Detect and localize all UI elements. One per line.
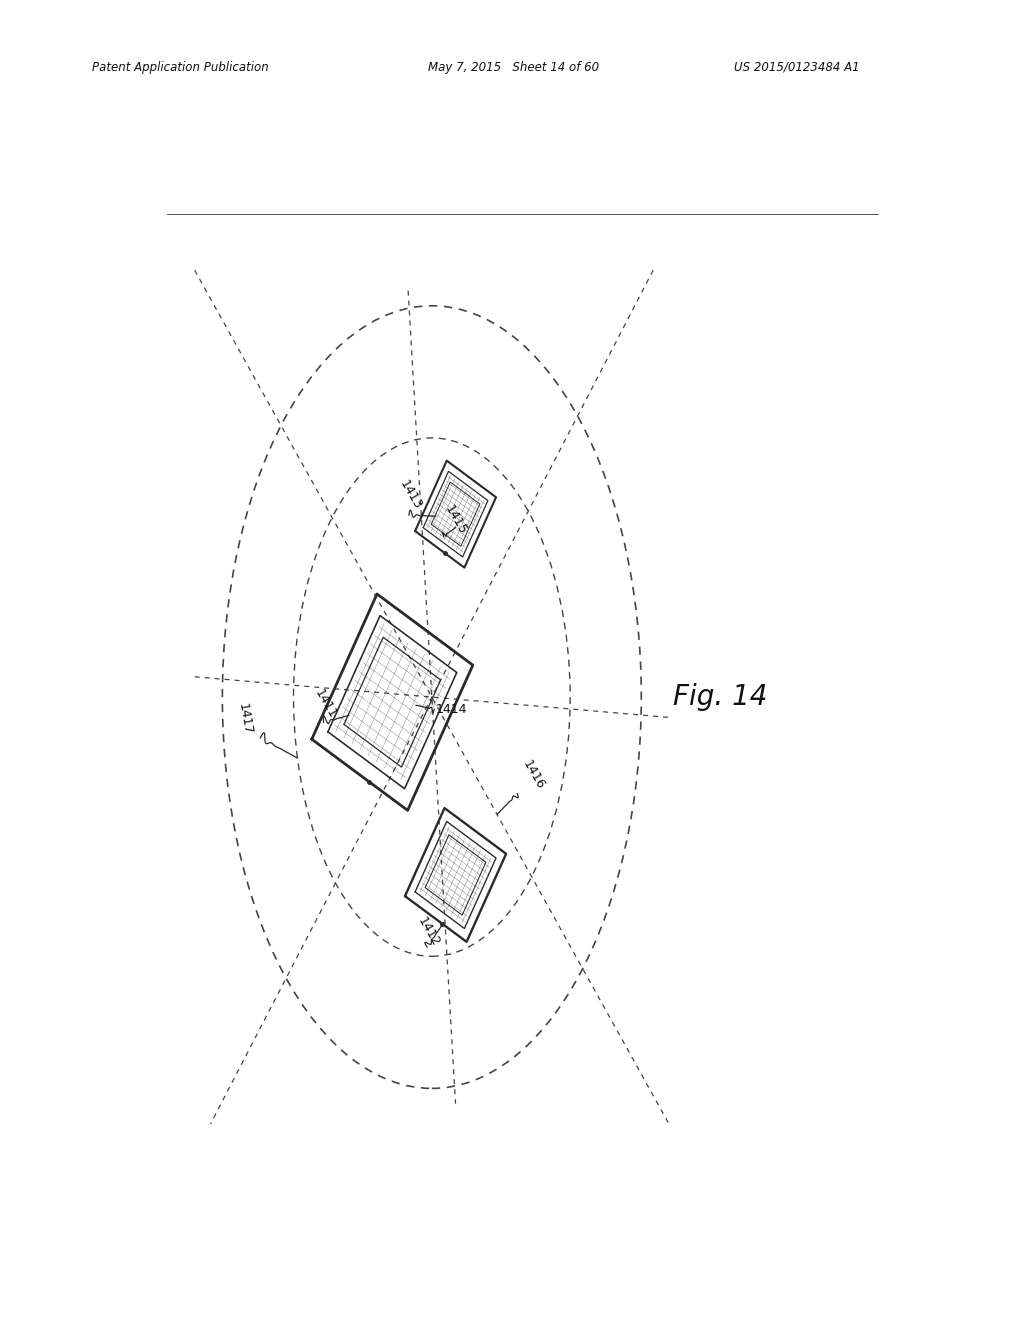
Text: Patent Application Publication: Patent Application Publication [92,61,268,74]
Text: 1414: 1414 [435,702,467,715]
Text: US 2015/0123484 A1: US 2015/0123484 A1 [734,61,859,74]
Text: May 7, 2015   Sheet 14 of 60: May 7, 2015 Sheet 14 of 60 [428,61,599,74]
Text: 1412: 1412 [415,915,442,949]
Text: 1416: 1416 [519,758,546,792]
Text: 1411: 1411 [312,686,339,721]
Text: 1413: 1413 [396,478,424,512]
Text: Fig. 14: Fig. 14 [673,682,767,711]
Text: 1417: 1417 [235,702,254,735]
Text: 1415: 1415 [441,503,469,536]
